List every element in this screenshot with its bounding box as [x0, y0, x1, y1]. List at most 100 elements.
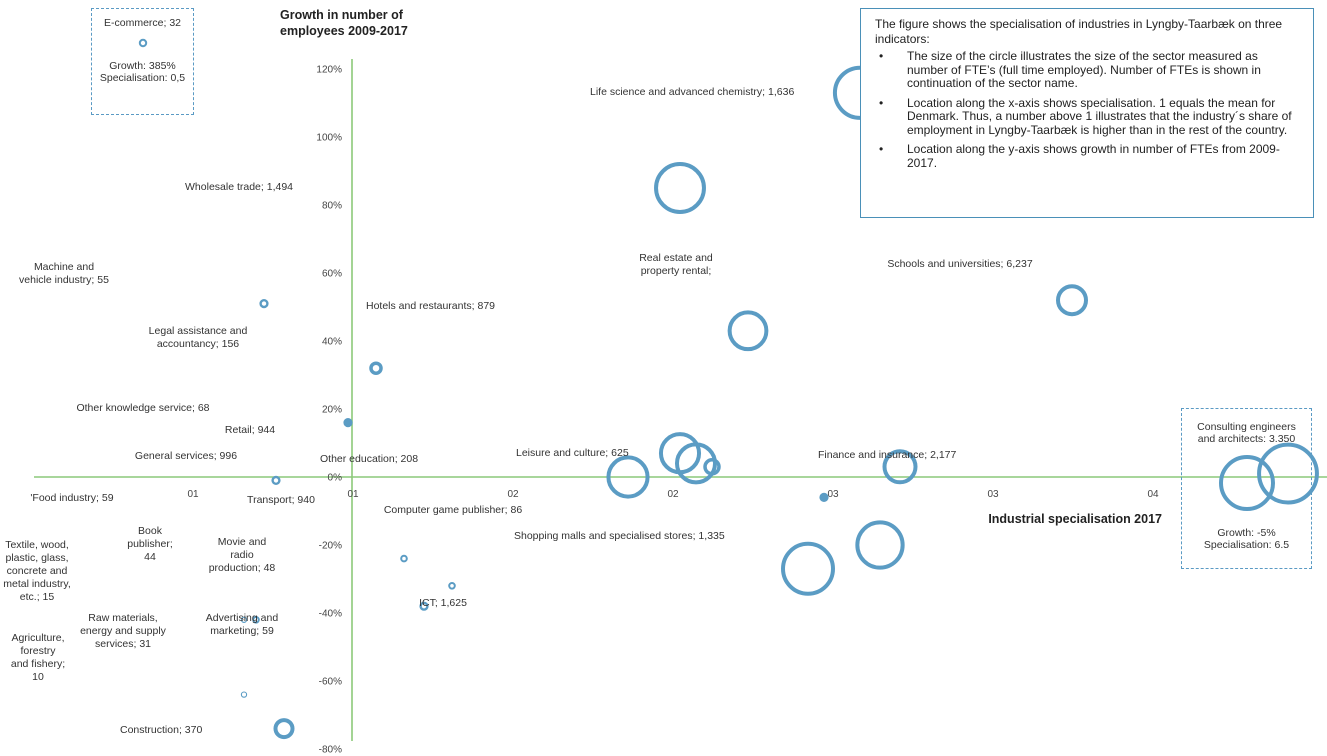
- x-tick-label: 02: [507, 489, 519, 500]
- ecommerce-callout-growth: Growth: 385%: [109, 60, 176, 72]
- bubble-label: Agriculture,: [11, 632, 64, 644]
- x-axis-ticks: 01 01 02 02 03 03 04: [187, 489, 1159, 500]
- y-tick-label: 60%: [322, 269, 342, 280]
- bubble-label: Real estate and: [639, 252, 713, 264]
- bubble-label: concrete and: [7, 565, 68, 577]
- bubble-label: Movie and: [218, 536, 267, 548]
- bubble: [240, 691, 248, 698]
- consulting-callout-specialisation: Specialisation: 6.5: [1203, 539, 1290, 551]
- y-tick-label: 40%: [322, 337, 342, 348]
- chart-bubble-labels: Life science and advanced chemistry; 1,6…: [3, 86, 1033, 736]
- bubble: [727, 310, 769, 352]
- chart-axes: [34, 59, 1327, 741]
- y-axis-ticks: 120% 100% 80% 60% 40% 20% 0% -20% -40% -60% -80%: [316, 65, 342, 756]
- y-tick-label: -20%: [319, 541, 342, 552]
- bubble-label: Schools and universities; 6,237: [887, 258, 1032, 270]
- consulting-callout-growth: Growth: -5%: [1217, 527, 1276, 539]
- bubble-label: Construction; 370: [120, 724, 202, 736]
- bubble-label: Book: [138, 525, 163, 537]
- bubble-label: energy and supply: [80, 625, 167, 637]
- bubble-label: General services; 996: [135, 450, 237, 462]
- y-axis-title-line-2: employees 2009-2017: [280, 24, 408, 38]
- bubble-label: marketing; 59: [210, 625, 274, 637]
- bubble-label: Other education; 208: [320, 453, 418, 465]
- ecommerce-callout-name: E-commerce; 32: [103, 17, 182, 29]
- bubble-label: metal industry,: [3, 578, 71, 590]
- bubble-label: Computer game publisher; 86: [384, 504, 522, 516]
- bubble-label: Hotels and restaurants; 879: [366, 300, 495, 312]
- ecommerce-bubble: [138, 38, 148, 48]
- bubble-label: and fishery;: [11, 658, 65, 670]
- bubble: [240, 616, 248, 623]
- x-tick-label: 01: [187, 489, 199, 500]
- y-tick-label: 20%: [322, 405, 342, 416]
- bubble-label: 'Food industry; 59: [30, 492, 113, 504]
- bubble: [252, 616, 260, 624]
- y-tick-label: -80%: [319, 745, 342, 756]
- explanation-bullet-y-axis: Location along the y-axis shows growth i…: [879, 142, 1301, 170]
- explanation-bullet-x-axis: Location along the x-axis shows speciali…: [879, 96, 1301, 138]
- bubble-label: Other knowledge service; 68: [76, 402, 209, 414]
- x-tick-label: 04: [1147, 489, 1159, 500]
- y-axis-title-line-1: Growth in number of: [280, 8, 404, 22]
- bubble-label: accountancy; 156: [157, 338, 239, 350]
- bubble-label: services; 31: [95, 638, 151, 650]
- bubble-label: Transport; 940: [247, 494, 315, 506]
- bubble-label: Shopping malls and specialised stores; 1…: [514, 530, 725, 542]
- bubble-label: Raw materials,: [88, 612, 157, 624]
- bubble: [1056, 284, 1088, 317]
- x-tick-label: 02: [667, 489, 679, 500]
- consulting-callout-name-line-1: Consulting engineers: [1197, 421, 1296, 433]
- x-tick-label: 03: [827, 489, 839, 500]
- bubble-label: 10: [32, 671, 44, 683]
- x-axis-title: Industrial specialisation 2017: [988, 512, 1162, 526]
- consulting-bubble: [1219, 455, 1275, 511]
- bubble: [674, 442, 718, 485]
- bubble-label: Advertising and: [206, 612, 279, 624]
- bubble-label: Textile, wood,: [5, 539, 69, 551]
- bubble-label: etc.; 15: [20, 591, 55, 603]
- bubble-label: publisher;: [127, 538, 173, 550]
- bubble: [271, 475, 281, 486]
- y-tick-label: 0%: [328, 473, 343, 484]
- bubble-label: Leisure and culture; 625: [516, 447, 629, 459]
- bubble-label: Wholesale trade; 1,494: [185, 181, 293, 193]
- bubble-label: plastic, glass,: [5, 552, 68, 564]
- consulting-callout: Consulting engineers and architects: 3.3…: [1181, 408, 1312, 569]
- ecommerce-callout: E-commerce; 32 Growth: 385% Specialisati…: [91, 8, 194, 115]
- bubble: [259, 299, 269, 309]
- x-tick-label: 01: [347, 489, 359, 500]
- bubble-label: production; 48: [209, 562, 276, 574]
- y-tick-label: 100%: [316, 133, 342, 144]
- chart-bubbles: [240, 65, 1319, 740]
- bubble: [882, 449, 918, 485]
- y-tick-label: -40%: [319, 609, 342, 620]
- bubble-label: radio: [230, 549, 254, 561]
- bubble: [343, 418, 353, 428]
- bubble: [419, 601, 429, 611]
- bubble: [654, 162, 706, 214]
- bubble: [369, 361, 383, 375]
- bubble: [273, 718, 295, 740]
- chart-explanation-box: The figure shows the specialisation of i…: [860, 8, 1314, 218]
- bubble-label: vehicle industry; 55: [19, 274, 109, 286]
- bubble: [819, 492, 829, 503]
- y-tick-label: 120%: [316, 65, 342, 76]
- y-tick-label: 80%: [322, 201, 342, 212]
- bubble: [448, 582, 456, 590]
- x-tick-label: 03: [987, 489, 999, 500]
- bubble-label: Machine and: [34, 261, 94, 273]
- bubble-label: Finance and insurance; 2,177: [818, 449, 957, 461]
- bubble: [400, 554, 408, 563]
- ecommerce-callout-specialisation: Specialisation: 0,5: [99, 72, 186, 84]
- bubble-label: 44: [144, 551, 156, 563]
- bubble-label: ICT; 1,625: [419, 597, 467, 609]
- bubble-label: property rental;: [641, 265, 712, 277]
- bubble: [781, 541, 835, 596]
- bubble-label: Life science and advanced chemistry; 1,6…: [590, 86, 794, 98]
- bubble: [1257, 442, 1319, 505]
- explanation-intro: The figure shows the specialisation of i…: [875, 17, 1283, 46]
- explanation-bullet-size: The size of the circle illustrates the s…: [879, 49, 1301, 91]
- bubble: [606, 455, 650, 499]
